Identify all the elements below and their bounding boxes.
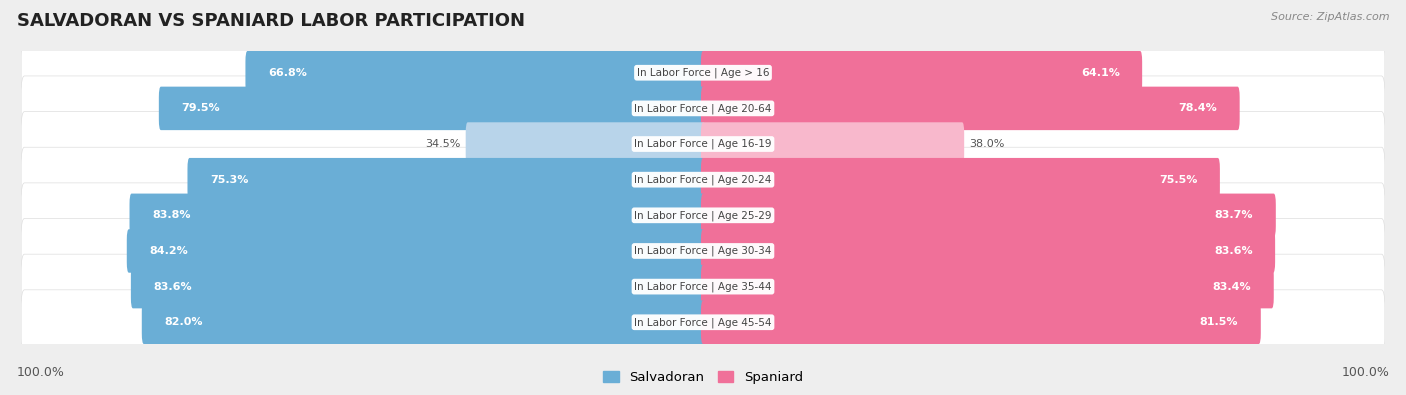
FancyBboxPatch shape: [21, 254, 1385, 319]
Legend: Salvadoran, Spaniard: Salvadoran, Spaniard: [598, 366, 808, 389]
Text: In Labor Force | Age 20-24: In Labor Force | Age 20-24: [634, 175, 772, 185]
Text: 82.0%: 82.0%: [165, 317, 202, 327]
Text: 83.6%: 83.6%: [153, 282, 193, 292]
FancyBboxPatch shape: [142, 301, 704, 344]
Text: 78.4%: 78.4%: [1178, 103, 1218, 113]
FancyBboxPatch shape: [187, 158, 704, 201]
Text: 81.5%: 81.5%: [1199, 317, 1239, 327]
FancyBboxPatch shape: [131, 265, 704, 308]
Text: In Labor Force | Age 16-19: In Labor Force | Age 16-19: [634, 139, 772, 149]
Text: 38.0%: 38.0%: [969, 139, 1004, 149]
FancyBboxPatch shape: [21, 76, 1385, 141]
FancyBboxPatch shape: [159, 87, 704, 130]
Text: In Labor Force | Age 35-44: In Labor Force | Age 35-44: [634, 281, 772, 292]
FancyBboxPatch shape: [129, 194, 704, 237]
FancyBboxPatch shape: [465, 122, 704, 166]
FancyBboxPatch shape: [702, 122, 965, 166]
Text: 83.8%: 83.8%: [152, 210, 191, 220]
Text: In Labor Force | Age 20-64: In Labor Force | Age 20-64: [634, 103, 772, 114]
Text: 79.5%: 79.5%: [181, 103, 219, 113]
Text: SALVADORAN VS SPANIARD LABOR PARTICIPATION: SALVADORAN VS SPANIARD LABOR PARTICIPATI…: [17, 12, 524, 30]
Text: 83.6%: 83.6%: [1213, 246, 1253, 256]
Text: In Labor Force | Age 30-34: In Labor Force | Age 30-34: [634, 246, 772, 256]
Text: 83.7%: 83.7%: [1215, 210, 1253, 220]
FancyBboxPatch shape: [21, 218, 1385, 283]
FancyBboxPatch shape: [246, 51, 704, 94]
FancyBboxPatch shape: [21, 290, 1385, 355]
Text: In Labor Force | Age 25-29: In Labor Force | Age 25-29: [634, 210, 772, 220]
Text: 100.0%: 100.0%: [1341, 366, 1389, 379]
FancyBboxPatch shape: [702, 194, 1275, 237]
Text: 64.1%: 64.1%: [1081, 68, 1119, 78]
Text: 100.0%: 100.0%: [17, 366, 65, 379]
FancyBboxPatch shape: [21, 147, 1385, 212]
FancyBboxPatch shape: [702, 229, 1275, 273]
Text: 75.5%: 75.5%: [1159, 175, 1198, 185]
FancyBboxPatch shape: [21, 183, 1385, 248]
FancyBboxPatch shape: [702, 301, 1261, 344]
FancyBboxPatch shape: [702, 265, 1274, 308]
Text: 66.8%: 66.8%: [269, 68, 307, 78]
Text: In Labor Force | Age 45-54: In Labor Force | Age 45-54: [634, 317, 772, 327]
FancyBboxPatch shape: [127, 229, 704, 273]
Text: 84.2%: 84.2%: [149, 246, 188, 256]
FancyBboxPatch shape: [21, 40, 1385, 105]
FancyBboxPatch shape: [702, 51, 1142, 94]
FancyBboxPatch shape: [702, 158, 1220, 201]
FancyBboxPatch shape: [702, 87, 1240, 130]
FancyBboxPatch shape: [21, 112, 1385, 177]
Text: In Labor Force | Age > 16: In Labor Force | Age > 16: [637, 68, 769, 78]
Text: 83.4%: 83.4%: [1212, 282, 1251, 292]
Text: 75.3%: 75.3%: [209, 175, 249, 185]
Text: Source: ZipAtlas.com: Source: ZipAtlas.com: [1271, 12, 1389, 22]
Text: 34.5%: 34.5%: [426, 139, 461, 149]
